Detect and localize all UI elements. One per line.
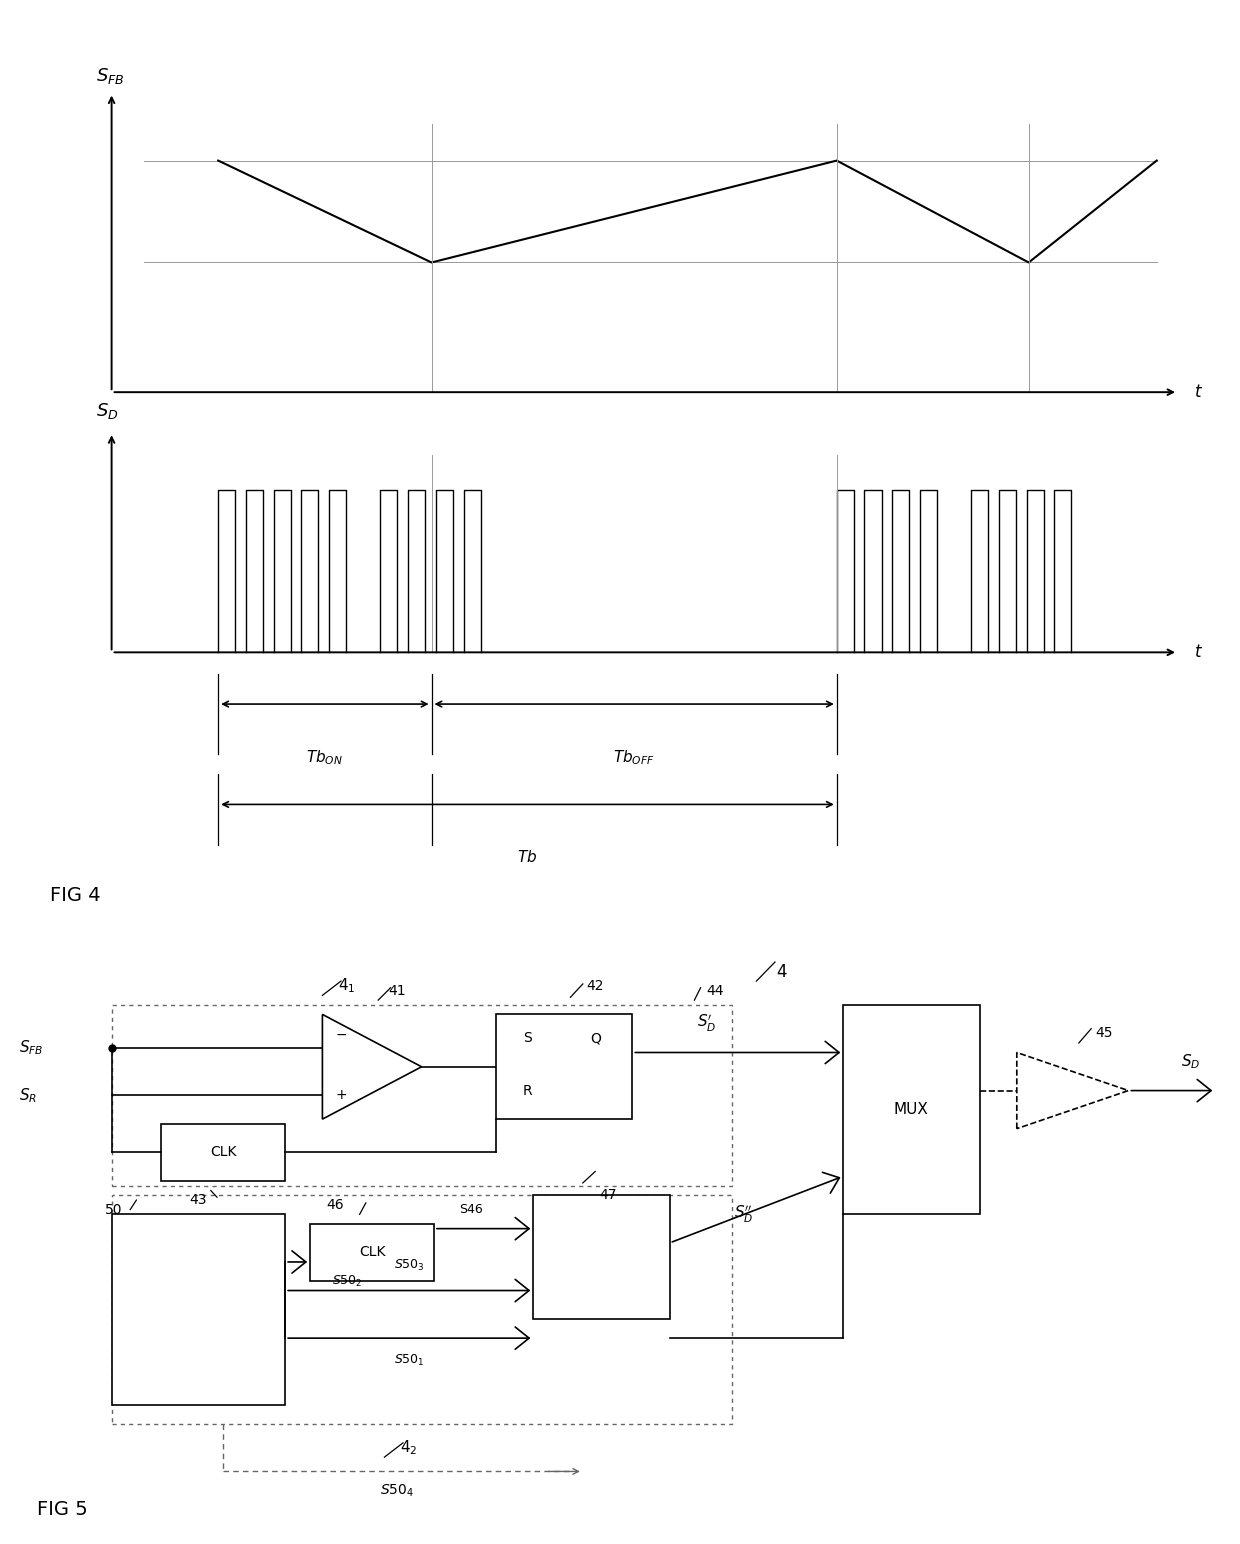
Text: FIG 4: FIG 4 [50,886,100,905]
Text: 50: 50 [105,1203,123,1217]
Text: 43: 43 [190,1194,207,1207]
Text: 42: 42 [587,979,604,993]
Text: 47: 47 [599,1189,616,1203]
Bar [112,1195,732,1424]
Bar [843,1005,980,1214]
Text: $S_D''$: $S_D''$ [734,1204,754,1224]
Text: Q: Q [590,1031,600,1045]
Text: R: R [522,1084,532,1098]
Text: $4_1$: $4_1$ [339,976,356,996]
Text: $S_D$: $S_D$ [95,401,118,420]
Text: 4: 4 [776,962,786,980]
Text: FIG 5: FIG 5 [37,1501,88,1519]
Text: $S_R$: $S_R$ [19,1085,37,1104]
Text: 46: 46 [326,1198,343,1212]
Polygon shape [322,1014,422,1119]
Bar [112,1214,285,1405]
Bar [533,1195,670,1319]
Text: $Tb_{OFF}$: $Tb_{OFF}$ [614,749,655,767]
Text: $S_D'$: $S_D'$ [697,1013,717,1034]
Text: $S_D$: $S_D$ [1180,1053,1200,1072]
Text: $S50_4$: $S50_4$ [379,1482,414,1499]
Text: $t$: $t$ [1194,383,1203,401]
Text: $S50_1$: $S50_1$ [394,1353,424,1368]
Text: $Tb_{ON}$: $Tb_{ON}$ [306,749,343,767]
Text: 44: 44 [707,984,724,997]
Text: $S_{FB}$: $S_{FB}$ [95,66,124,86]
Polygon shape [1017,1053,1128,1129]
Text: $t$: $t$ [1194,644,1203,661]
Text: $S_{FB}$: $S_{FB}$ [19,1039,43,1058]
Text: $-$: $-$ [335,1027,347,1041]
Bar [112,1005,732,1186]
Bar [310,1224,434,1282]
Text: $S50_3$: $S50_3$ [394,1258,424,1274]
Text: 45: 45 [1095,1027,1112,1041]
Bar [161,1124,285,1181]
Text: $Tb$: $Tb$ [517,849,538,865]
Text: $S50_2$: $S50_2$ [332,1274,362,1289]
Text: CLK: CLK [210,1146,237,1160]
Text: $4_2$: $4_2$ [401,1439,418,1458]
Text: $+$: $+$ [335,1089,347,1102]
Bar [496,1014,632,1119]
Text: S: S [522,1031,532,1045]
Text: CLK: CLK [358,1246,386,1260]
Text: S46: S46 [459,1203,484,1217]
Text: 41: 41 [388,984,405,997]
Text: MUX: MUX [894,1102,929,1118]
